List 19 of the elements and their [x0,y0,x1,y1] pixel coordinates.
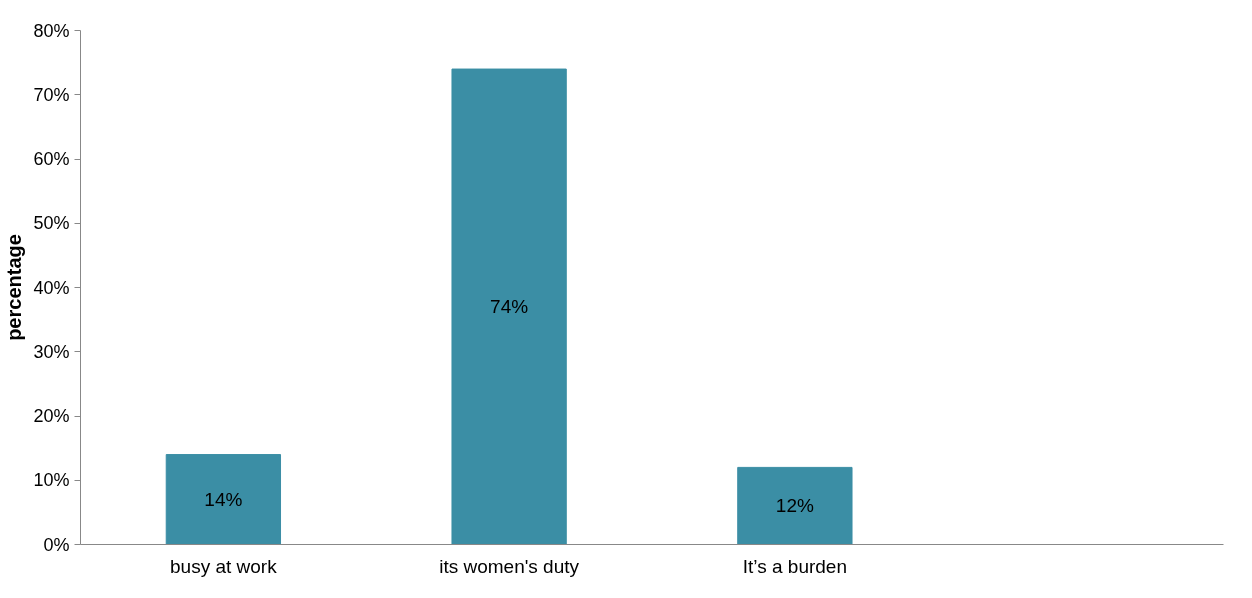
y-tick-label: 50% [33,213,70,234]
y-axis-title: percentage [3,234,26,341]
data-label: 14% [204,489,243,511]
y-tick-label: 0% [43,534,70,555]
bar [451,68,567,545]
y-tick-label: 20% [33,406,70,426]
data-label: 12% [775,495,814,517]
data-label: 74% [490,296,529,318]
y-tick-label: 60% [33,149,70,169]
x-tick-label: It’s a burden [742,555,847,577]
bar [165,454,282,545]
y-tick-label: 30% [33,341,70,362]
x-tick-label: its women's duty [439,555,580,577]
y-tick-label: 70% [33,84,70,105]
y-tick-label: 10% [33,470,70,491]
y-tick-label: 40% [33,277,70,298]
x-tick-label: busy at work [170,555,278,577]
bar [737,466,853,545]
y-tick-label: 80% [33,20,70,41]
